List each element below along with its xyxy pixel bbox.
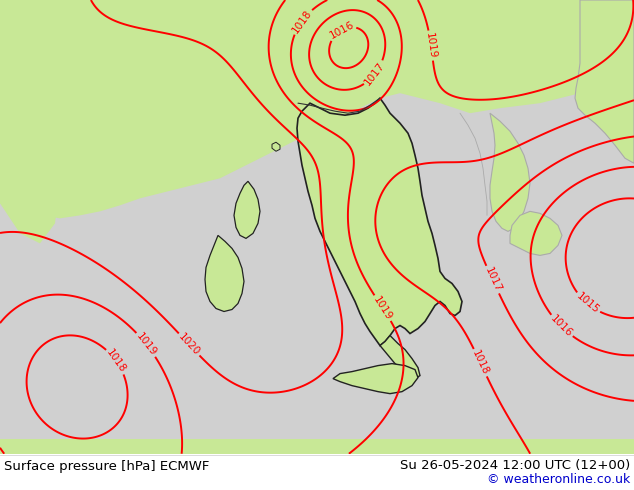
Text: 1017: 1017 [363,60,387,87]
Text: 1016: 1016 [548,314,574,339]
Text: Su 26-05-2024 12:00 UTC (12+00): Su 26-05-2024 12:00 UTC (12+00) [400,459,630,472]
Text: 1018: 1018 [470,348,491,377]
Polygon shape [0,133,60,244]
Text: © weatheronline.co.uk: © weatheronline.co.uk [487,473,630,487]
Polygon shape [380,336,420,379]
Text: 1019: 1019 [134,331,158,358]
Polygon shape [234,181,260,239]
Text: 1017: 1017 [482,266,503,294]
Polygon shape [575,0,634,163]
Text: 1019: 1019 [424,32,438,59]
Text: 1018: 1018 [290,8,314,35]
Text: 1015: 1015 [574,291,601,316]
Polygon shape [297,98,462,345]
Polygon shape [0,439,634,454]
Text: 1020: 1020 [176,332,202,358]
Polygon shape [272,142,280,151]
Polygon shape [333,364,418,393]
Polygon shape [510,211,562,255]
Polygon shape [0,0,634,219]
Polygon shape [490,113,530,231]
Polygon shape [205,235,244,312]
Text: Surface pressure [hPa] ECMWF: Surface pressure [hPa] ECMWF [4,460,209,473]
Text: 1019: 1019 [372,294,394,322]
Text: 1016: 1016 [328,19,356,41]
Text: 1018: 1018 [105,347,128,375]
